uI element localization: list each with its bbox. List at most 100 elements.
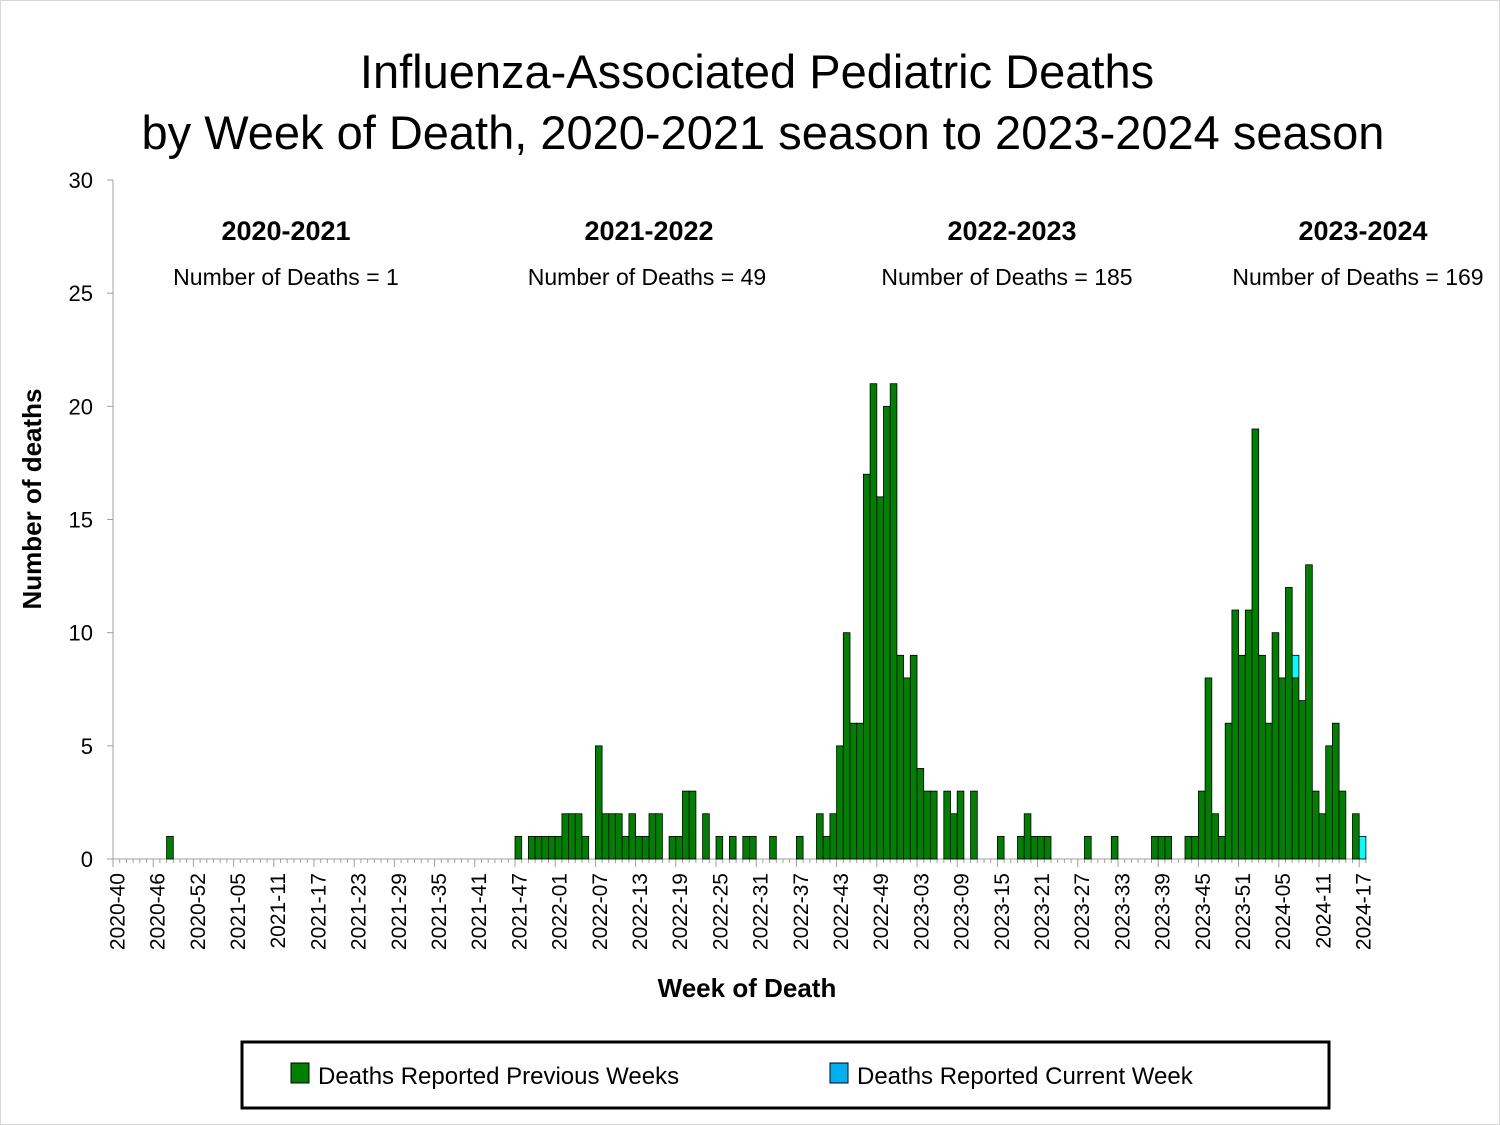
bar-previous-2021-51 (541, 835, 549, 860)
bar-previous-2022-37 (796, 835, 804, 860)
bar-previous-2022-03 (568, 813, 576, 860)
y-tick-label: 10 (69, 621, 93, 646)
bar-previous-2024-01 (1251, 428, 1260, 860)
x-tick-label: 2024-05 (1272, 873, 1295, 950)
bar-previous-2022-09 (608, 813, 616, 860)
bar-previous-2023-48 (1218, 835, 1226, 860)
bar-previous-2024-04 (1271, 632, 1280, 860)
bar-previous-2024-09 (1305, 564, 1313, 860)
bar-previous-2022-52 (896, 654, 905, 860)
x-tick-label: 2022-37 (790, 873, 813, 950)
bar-previous-2023-46 (1204, 677, 1213, 860)
x-tick-label: 2022-43 (830, 873, 853, 950)
bar-previous-2024-05 (1278, 677, 1286, 860)
y-tick-label: 15 (69, 508, 93, 533)
bar-previous-2022-21 (688, 790, 697, 860)
bar-previous-2022-50 (883, 405, 891, 860)
bar-previous-2023-18 (1017, 835, 1025, 860)
legend: Deaths Reported Previous Weeks Deaths Re… (240, 1040, 1331, 1110)
legend-label-current: Deaths Reported Current Week (857, 1063, 1194, 1090)
y-tick-label: 30 (69, 168, 93, 193)
season-death-count: Number of Deaths = 1 (173, 264, 399, 290)
bar-previous-2023-52 (1244, 609, 1253, 860)
x-tick-label: 2023-39 (1152, 873, 1175, 950)
season-label: 2023-2024 (1298, 216, 1427, 246)
bar-previous-2024-08 (1298, 700, 1307, 860)
season-label: 2020-2021 (221, 216, 350, 246)
x-tick-label: 2020-52 (187, 873, 210, 950)
bar-previous-2023-28 (1084, 835, 1092, 860)
bar-previous-2023-47 (1211, 813, 1219, 860)
bar-previous-2023-11 (970, 790, 978, 860)
bar-previous-2023-45 (1198, 790, 1206, 860)
y-tick-label: 5 (81, 734, 93, 759)
y-axis-label: Number of deaths (17, 388, 47, 609)
bar-previous-2022-20 (682, 790, 690, 860)
bar-previous-2024-07 (1291, 677, 1300, 860)
x-tick-label: 2022-13 (629, 873, 652, 950)
bar-previous-2022-07 (595, 745, 603, 860)
x-tick-label: 2021-41 (468, 873, 491, 950)
bar-previous-2023-49 (1224, 722, 1233, 860)
season-label: 2021-2022 (584, 216, 713, 246)
bar-previous-2022-41 (822, 835, 831, 860)
bar-previous-2024-10 (1311, 790, 1320, 860)
x-tick-label: 2021-17 (307, 873, 330, 950)
x-tick-label: 2021-05 (227, 873, 250, 950)
bar-previous-2023-43 (1184, 835, 1193, 860)
bar-previous-2024-03 (1265, 722, 1273, 860)
x-tick-label: 2020-40 (106, 873, 129, 950)
bar-previous-2023-15 (997, 835, 1005, 860)
bar-previous-2022-18 (668, 835, 677, 860)
bar-previous-2022-04 (574, 813, 583, 860)
bar-previous-2023-05 (930, 790, 938, 860)
bar-previous-2022-05 (581, 835, 590, 860)
bar-previous-2024-12 (1325, 745, 1333, 860)
season-label: 2022-2023 (947, 216, 1076, 246)
bar-previous-2024-16 (1352, 813, 1360, 860)
bar-previous-2023-02 (909, 654, 918, 860)
bar-previous-2022-01 (554, 835, 563, 860)
season-death-count: Number of Deaths = 185 (881, 264, 1132, 290)
x-tick-label: 2022-01 (549, 873, 572, 950)
bar-previous-2022-29 (742, 835, 750, 860)
legend-box (240, 1040, 1331, 1110)
bar-previous-2022-16 (655, 813, 663, 860)
bar-previous-2023-39 (1157, 835, 1166, 860)
bar-previous-2022-12 (628, 813, 637, 860)
x-tick-label: 2023-33 (1111, 873, 1134, 950)
bar-previous-2022-23 (702, 813, 710, 860)
x-tick-label: 2023-03 (910, 873, 933, 950)
bar-previous-2022-19 (675, 835, 683, 860)
bar-previous-2022-08 (601, 813, 610, 860)
chart-title-line-2: by Week of Death, 2020-2021 season to 20… (142, 106, 1385, 159)
bar-previous-2023-09 (956, 790, 965, 860)
bar-previous-2023-40 (1164, 835, 1173, 860)
bar-previous-2022-15 (648, 813, 657, 860)
x-tick-label: 2023-09 (951, 873, 974, 950)
bar-previous-2022-42 (829, 813, 838, 860)
bar-previous-2023-22 (1043, 835, 1052, 860)
bar-previous-2022-45 (849, 722, 858, 860)
bar-previous-2022-40 (816, 813, 824, 860)
bar-previous-2022-14 (641, 835, 650, 860)
x-tick-label: 2022-07 (589, 873, 612, 950)
bar-current-2024-07 (1291, 654, 1300, 679)
x-tick-label: 2023-21 (1031, 873, 1054, 950)
bar-previous-2021-52 (548, 835, 556, 860)
x-tick-label: 2024-11 (1312, 873, 1335, 949)
x-axis-label: Week of Death (658, 973, 837, 1003)
bar-previous-2022-13 (635, 835, 643, 860)
bar-previous-2023-19 (1023, 813, 1032, 860)
x-tick-label: 2021-29 (388, 873, 411, 950)
season-death-count: Number of Deaths = 49 (528, 264, 766, 290)
bar-previous-2023-44 (1191, 835, 1199, 860)
x-tick-label: 2023-51 (1232, 873, 1255, 950)
bar-previous-2021-47 (514, 835, 523, 860)
x-tick-label: 2020-46 (147, 873, 170, 950)
bar-previous-2022-49 (876, 496, 884, 860)
y-tick-label: 0 (81, 847, 93, 872)
bar-previous-2023-20 (1030, 835, 1039, 860)
y-tick-label: 25 (69, 281, 93, 306)
